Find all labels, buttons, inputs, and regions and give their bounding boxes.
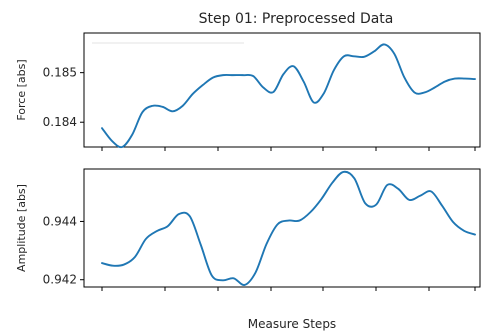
bottom-ytick-label: 0.942 <box>43 273 77 287</box>
top-axes: 0.184 0.185 Force [abs] <box>15 32 481 149</box>
top-tick-group: 0.184 0.185 <box>43 66 84 129</box>
bottom-axes: 0.942 0.944 Amplitude [abs] <box>15 168 481 288</box>
amplitude-series-line <box>101 170 476 286</box>
top-ytick-label: 0.184 <box>43 115 77 129</box>
top-axes-frame <box>83 32 481 148</box>
bottom-ylabel: Amplitude [abs] <box>15 184 28 272</box>
top-ytick-label: 0.185 <box>43 66 77 80</box>
bottom-tick-group: 0.942 0.944 <box>43 214 84 287</box>
x-axis-label: Measure Steps <box>248 317 336 331</box>
chart-title: Step 01: Preprocessed Data <box>199 11 394 27</box>
top-ylabel: Force [abs] <box>15 59 28 120</box>
bottom-ytick-label: 0.944 <box>43 214 77 228</box>
force-series-line <box>101 43 476 149</box>
x-tick-group <box>101 147 476 291</box>
bottom-axes-frame <box>83 168 481 288</box>
